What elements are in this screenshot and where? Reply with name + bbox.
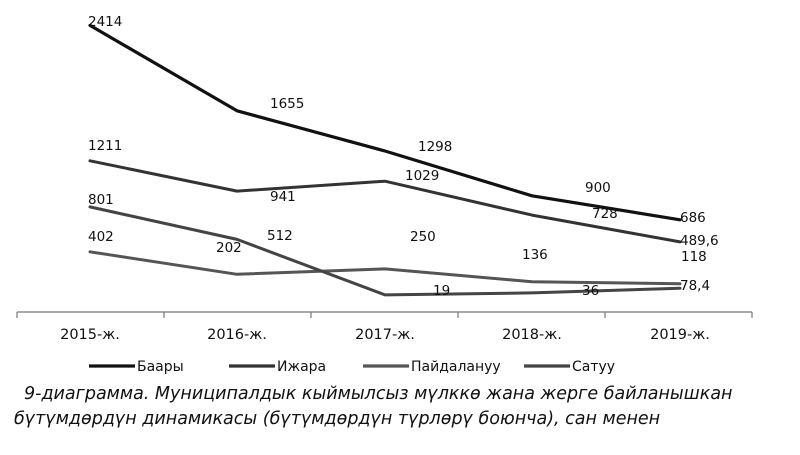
x-tick-label: 2018-ж. bbox=[502, 327, 562, 343]
x-tick-label: 2019-ж. bbox=[650, 327, 710, 343]
legend-label: Сатуу bbox=[572, 359, 615, 375]
series-line bbox=[88, 205, 682, 297]
data-label: 2414 bbox=[88, 14, 122, 30]
data-label: 686 bbox=[680, 210, 706, 226]
x-tick-label: 2017-ж. bbox=[355, 327, 415, 343]
legend-label: Баары bbox=[137, 359, 184, 375]
data-label: 728 bbox=[592, 206, 618, 222]
data-label: 900 bbox=[585, 180, 611, 196]
caption-line-2: бүтүмдөрдүн динамикасы (бүтүмдөрдүн түрл… bbox=[14, 409, 661, 429]
series-lines bbox=[88, 23, 682, 297]
x-tick-label: 2016-ж. bbox=[207, 327, 267, 343]
data-label: 118 bbox=[681, 249, 707, 265]
line-chart: 2015-ж. 2016-ж. 2017-ж. 2018-ж. 2019-ж. 2414… bbox=[16, 14, 753, 375]
legend-label: Пайдалануу bbox=[411, 359, 501, 375]
series-line bbox=[88, 159, 682, 244]
data-labels: 2414 1655 1298 900 686 1211 941 1029 728 489,6 402… bbox=[88, 14, 719, 299]
data-label: 1655 bbox=[270, 96, 304, 112]
data-label: 941 bbox=[270, 189, 296, 205]
legend: Баары Ижара Пайдалануу Сатуу bbox=[89, 359, 615, 375]
data-label: 250 bbox=[410, 229, 436, 245]
series-line bbox=[88, 23, 682, 222]
data-label: 1029 bbox=[405, 168, 439, 184]
data-label: 801 bbox=[88, 192, 114, 208]
legend-label: Ижара bbox=[277, 359, 326, 375]
x-tick-label: 2015-ж. bbox=[60, 327, 120, 343]
data-label: 1298 bbox=[418, 139, 452, 155]
chart-caption: 9-диаграмма. Муниципалдык кыймылсыз мүлк… bbox=[14, 382, 794, 432]
data-label: 1211 bbox=[88, 138, 122, 154]
caption-line-1: 9-диаграмма. Муниципалдык кыймылсыз мүлк… bbox=[24, 384, 733, 404]
data-label: 202 bbox=[216, 240, 242, 256]
data-label: 78,4 bbox=[680, 278, 710, 294]
data-label: 489,6 bbox=[680, 233, 719, 249]
data-label: 36 bbox=[582, 283, 599, 299]
data-label: 402 bbox=[88, 229, 114, 245]
data-label: 136 bbox=[522, 247, 548, 263]
x-axis: 2015-ж. 2016-ж. 2017-ж. 2018-ж. 2019-ж. bbox=[16, 311, 753, 343]
series-line bbox=[88, 250, 682, 286]
data-label: 512 bbox=[267, 228, 293, 244]
data-label: 19 bbox=[433, 283, 450, 299]
